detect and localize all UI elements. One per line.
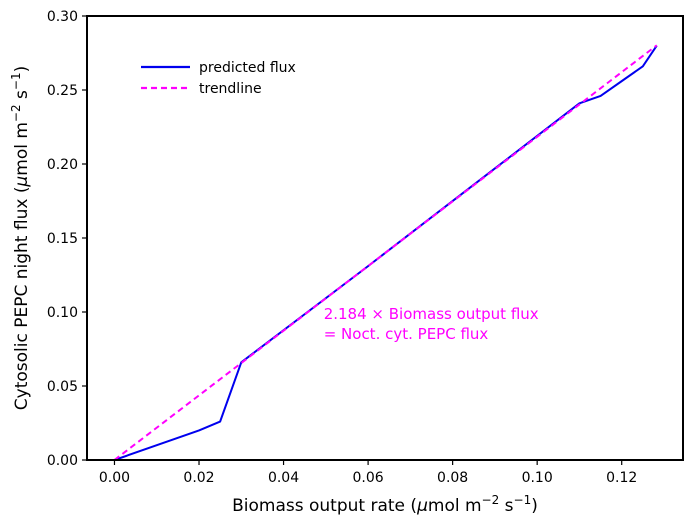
annotation-line-2: = Noct. cyt. PEPC flux: [324, 325, 489, 343]
y-tick-label: 0.10: [47, 305, 78, 321]
y-tick-label: 0.15: [47, 231, 78, 247]
x-tick-label: 0.12: [606, 470, 637, 486]
legend-label-trendline: trendline: [199, 81, 262, 97]
x-tick-label: 0.10: [522, 470, 553, 486]
series-line-trendline: [113, 44, 658, 461]
y-tick-label: 0.00: [47, 453, 78, 469]
y-tick-label: 0.20: [47, 157, 78, 173]
x-tick-label: 0.06: [353, 470, 384, 486]
y-tick-label: 0.05: [47, 379, 78, 395]
series-layer: [113, 44, 658, 461]
y-axis-label: Cytosolic PEPC night flux (μmol m−2 s−1): [9, 66, 32, 410]
plot-area: [87, 16, 683, 460]
x-axis-label: Biomass output rate (μmol m−2 s−1): [232, 493, 538, 516]
x-tick-label: 0.04: [268, 470, 299, 486]
ticks-layer: 0.00 0.02 0.04 0.06 0.08 0.10 0.12 0.00 0.05 0.10…: [47, 9, 637, 486]
legend: predicted flux trendline: [141, 60, 296, 97]
annotation-line-1: 2.184 × Biomass output flux: [324, 305, 539, 323]
annotation: 2.184 × Biomass output flux = Noct. cyt.…: [324, 305, 539, 343]
series-line-predicted-flux: [114, 45, 658, 461]
y-tick-label: 0.25: [47, 83, 78, 99]
x-tick-label: 0.00: [99, 470, 130, 486]
x-tick-label: 0.02: [183, 470, 214, 486]
y-tick-label: 0.30: [47, 9, 78, 25]
legend-label-predicted-flux: predicted flux: [199, 60, 296, 76]
x-tick-label: 0.08: [437, 470, 468, 486]
